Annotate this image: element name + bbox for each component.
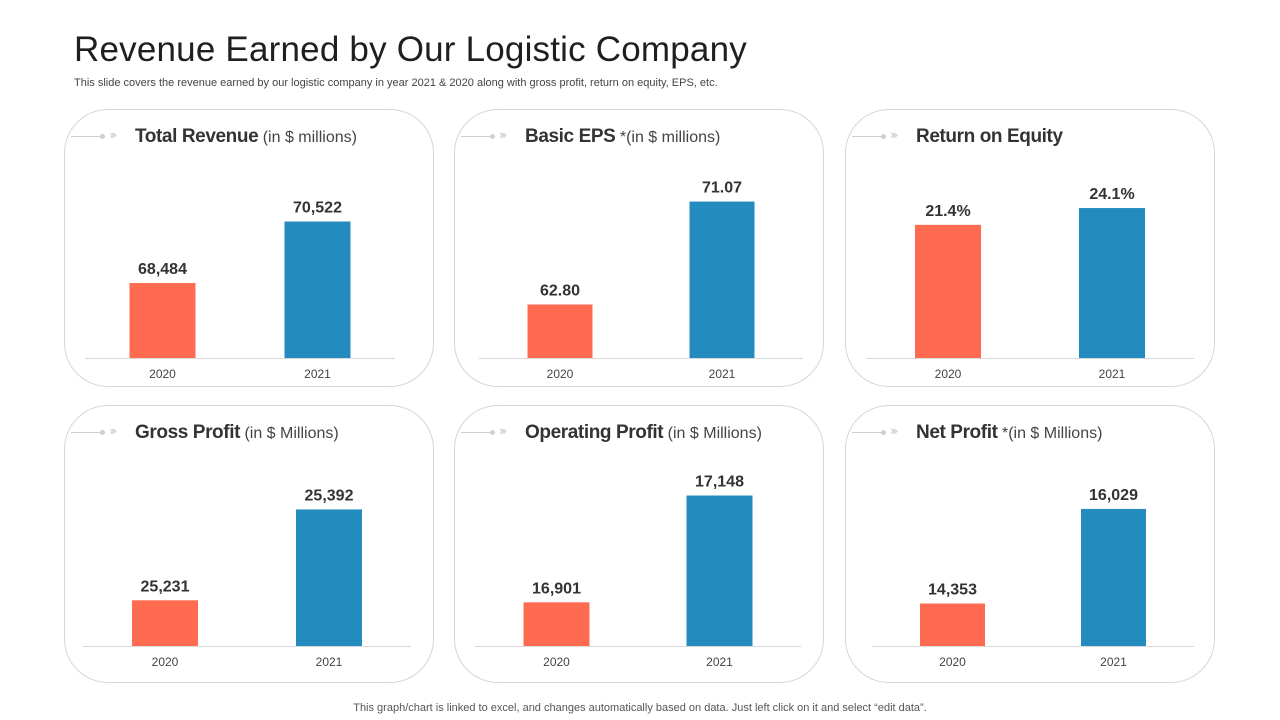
connector-knob-icon bbox=[490, 430, 495, 435]
card-header: ››› Basic EPS *(in $ millions) bbox=[455, 126, 823, 148]
chart-title: Gross Profit (in $ Millions) bbox=[135, 422, 339, 443]
bar-2020 bbox=[132, 600, 198, 646]
bar-2021 bbox=[284, 221, 351, 358]
bar-2020 bbox=[915, 224, 981, 358]
bar-chart: 14,353 2020 16,029 2021 bbox=[872, 487, 1194, 669]
data-label: 68,484 bbox=[138, 261, 187, 278]
data-label: 25,392 bbox=[305, 487, 354, 504]
x-tick-label: 2021 bbox=[709, 367, 736, 381]
card-header: ››› Net Profit *(in $ Millions) bbox=[846, 422, 1214, 444]
bar-2020 bbox=[523, 602, 590, 646]
x-tick-label: 2021 bbox=[706, 655, 733, 669]
chevrons-right-icon: ››› bbox=[499, 424, 508, 438]
data-label: 71.07 bbox=[702, 180, 742, 197]
x-tick-label: 2020 bbox=[152, 655, 179, 669]
connector-knob-icon bbox=[881, 134, 886, 139]
data-label: 16,029 bbox=[1089, 487, 1138, 504]
card-operating-profit[interactable]: ››› Operating Profit (in $ Millions) 16,… bbox=[454, 405, 824, 683]
connector-line-icon bbox=[852, 136, 882, 137]
connector-line-icon bbox=[461, 432, 491, 433]
card-total-revenue[interactable]: ››› Total Revenue (in $ millions) 68,484… bbox=[64, 109, 434, 387]
bar-2021 bbox=[686, 495, 753, 646]
x-tick-label: 2021 bbox=[316, 655, 343, 669]
bar-chart: 25,231 2020 25,392 2021 bbox=[83, 487, 411, 669]
card-header: ››› Return on Equity bbox=[846, 126, 1214, 148]
footer-note: This graph/chart is linked to excel, and… bbox=[353, 702, 927, 714]
bar-2021 bbox=[1081, 508, 1146, 646]
chart-title: Operating Profit (in $ Millions) bbox=[525, 422, 762, 443]
data-label: 17,148 bbox=[695, 474, 744, 491]
bar-chart: 16,901 2020 17,148 2021 bbox=[475, 474, 801, 669]
chevrons-right-icon: ››› bbox=[109, 128, 118, 142]
x-tick-label: 2020 bbox=[935, 367, 962, 381]
x-tick-label: 2020 bbox=[543, 655, 570, 669]
chevrons-right-icon: ››› bbox=[890, 128, 899, 142]
card-header: ››› Gross Profit (in $ Millions) bbox=[65, 422, 433, 444]
chart-title: Total Revenue (in $ millions) bbox=[135, 126, 357, 147]
connector-line-icon bbox=[852, 432, 882, 433]
card-header: ››› Total Revenue (in $ millions) bbox=[65, 126, 433, 148]
bar-chart: 21.4% 2020 24.1% 2021 bbox=[866, 186, 1194, 381]
card-return-on-equity[interactable]: ››› Return on Equity 21.4% 2020 24.1% 2021 bbox=[845, 109, 1215, 387]
data-label: 21.4% bbox=[925, 203, 970, 220]
bar-chart: 68,484 2020 70,522 2021 bbox=[85, 200, 395, 381]
x-tick-label: 2021 bbox=[1099, 367, 1126, 381]
bar-chart: 62.80 2020 71.07 2021 bbox=[479, 180, 803, 381]
bar-2021 bbox=[689, 201, 755, 358]
data-label: 16,901 bbox=[532, 580, 581, 597]
bar-2020 bbox=[129, 283, 196, 358]
data-label: 14,353 bbox=[928, 582, 977, 599]
x-tick-label: 2020 bbox=[547, 367, 574, 381]
data-label: 70,522 bbox=[293, 200, 342, 217]
chart-title: Return on Equity bbox=[916, 126, 1063, 147]
connector-knob-icon bbox=[881, 430, 886, 435]
x-tick-label: 2020 bbox=[149, 367, 176, 381]
card-header: ››› Operating Profit (in $ Millions) bbox=[455, 422, 823, 444]
data-label: 62.80 bbox=[540, 282, 580, 299]
data-label: 25,231 bbox=[141, 578, 190, 595]
chevrons-right-icon: ››› bbox=[890, 424, 899, 438]
page-subtitle: This slide covers the revenue earned by … bbox=[74, 77, 718, 89]
chevrons-right-icon: ››› bbox=[109, 424, 118, 438]
bar-2020 bbox=[527, 304, 593, 358]
chevrons-right-icon: ››› bbox=[499, 128, 508, 142]
bar-2021 bbox=[1079, 208, 1145, 358]
card-gross-profit[interactable]: ››› Gross Profit (in $ Millions) 25,231 2… bbox=[64, 405, 434, 683]
data-label: 24.1% bbox=[1089, 186, 1134, 203]
connector-line-icon bbox=[71, 432, 101, 433]
connector-knob-icon bbox=[100, 134, 105, 139]
connector-knob-icon bbox=[490, 134, 495, 139]
card-net-profit[interactable]: ››› Net Profit *(in $ Millions) 14,353 20… bbox=[845, 405, 1215, 683]
chart-title: Basic EPS *(in $ millions) bbox=[525, 126, 721, 147]
card-basic-eps[interactable]: ››› Basic EPS *(in $ millions) 62.80 2020… bbox=[454, 109, 824, 387]
x-tick-label: 2021 bbox=[304, 367, 331, 381]
x-tick-label: 2020 bbox=[939, 655, 966, 669]
bar-2021 bbox=[296, 509, 362, 646]
chart-title: Net Profit *(in $ Millions) bbox=[916, 422, 1103, 443]
bar-2020 bbox=[920, 603, 985, 646]
page-title: Revenue Earned by Our Logistic Company bbox=[74, 30, 747, 69]
connector-line-icon bbox=[71, 136, 101, 137]
x-tick-label: 2021 bbox=[1100, 655, 1127, 669]
connector-knob-icon bbox=[100, 430, 105, 435]
connector-line-icon bbox=[461, 136, 491, 137]
